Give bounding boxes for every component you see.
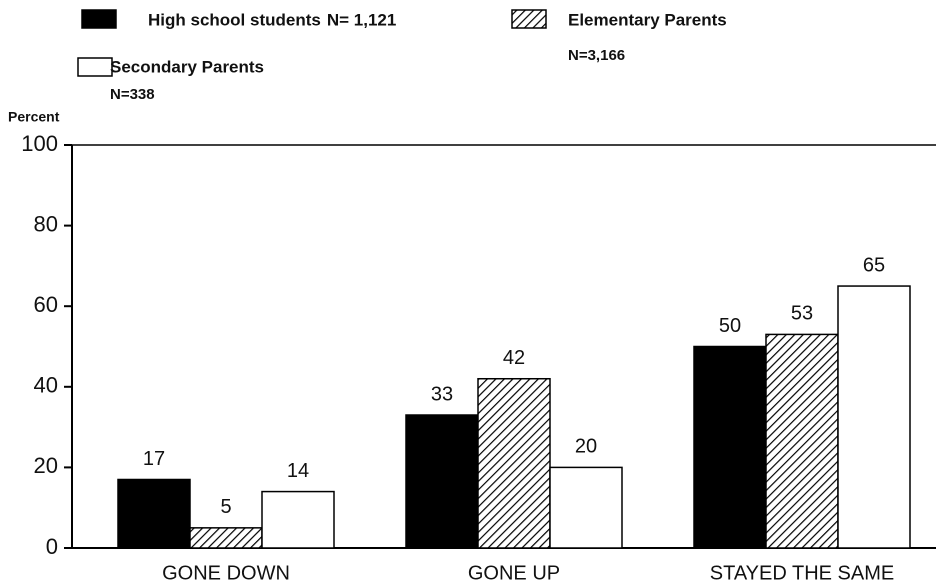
value-label: 14 [287,460,309,482]
legend-n-label: N= 1,121 [327,10,396,29]
y-tick-label: 60 [34,292,58,317]
bar [549,466,623,549]
value-label: 17 [143,448,165,470]
bar [117,478,191,549]
value-label: 33 [431,383,453,405]
x-tick-label: STAYED THE SAME [710,562,894,584]
legend-label: Elementary Parents [568,10,727,29]
x-tick-label: GONE UP [468,562,560,584]
y-tick-label: 100 [21,131,58,156]
legend-n-label: N=338 [110,86,155,103]
legend-label: High school students [148,10,321,29]
legend-swatch [511,9,547,29]
y-tick-label: 20 [34,453,58,478]
bar [189,527,263,549]
legend-n-label: N=3,166 [568,47,625,64]
value-label: 65 [863,254,885,276]
y-axis-label: Percent [8,109,60,125]
bar [693,345,767,549]
y-tick-label: 40 [34,373,58,398]
bar [477,377,551,549]
value-label: 5 [220,496,231,518]
value-label: 42 [503,347,525,369]
value-label: 53 [791,303,813,325]
legend-label: Secondary Parents [110,57,264,76]
bar [837,285,911,549]
x-tick-label: GONE DOWN [162,562,290,584]
bar [765,333,839,549]
legend-swatch [81,9,117,29]
value-label: 20 [575,436,597,458]
legend-swatch [77,57,113,77]
y-tick-label: 0 [46,534,58,559]
bar [405,414,479,549]
bar [261,490,335,549]
y-tick-label: 80 [34,211,58,236]
value-label: 50 [719,315,741,337]
